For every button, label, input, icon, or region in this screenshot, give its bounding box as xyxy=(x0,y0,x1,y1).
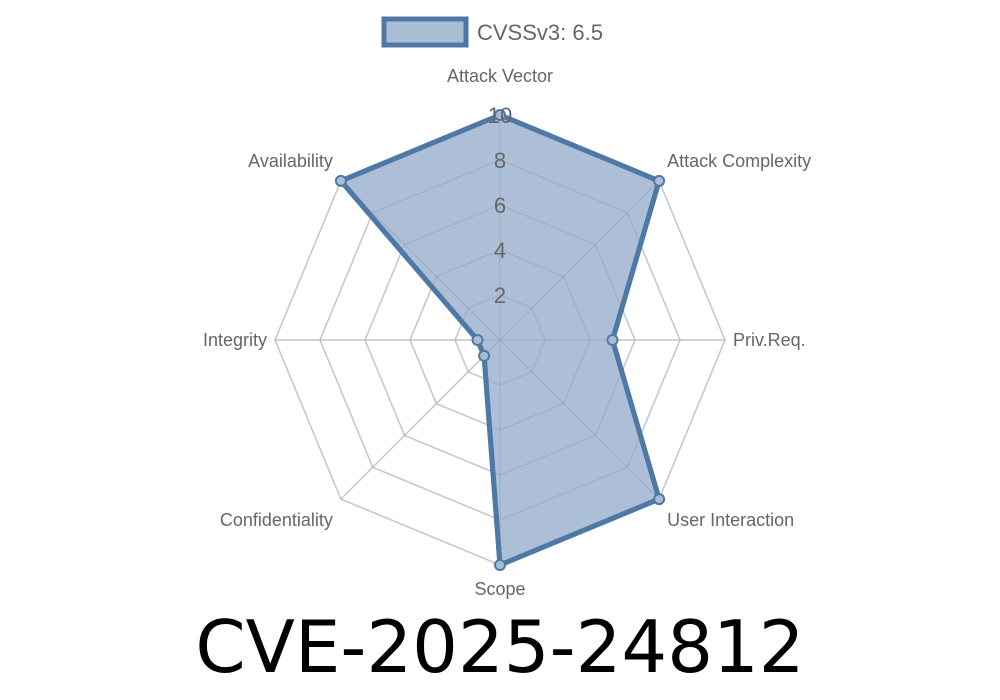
grid-spoke-overlay xyxy=(340,180,501,341)
axis-label: Attack Vector xyxy=(447,66,553,86)
data-point xyxy=(478,349,491,362)
grid-spoke xyxy=(340,339,501,500)
data-point xyxy=(471,334,484,346)
axis-label: Confidentiality xyxy=(220,510,333,530)
data-point xyxy=(606,334,619,346)
data-point xyxy=(494,109,506,121)
legend-label: CVSSv3: 6.5 xyxy=(477,20,603,45)
chart-title: CVE-2025-24812 xyxy=(195,605,805,689)
axis-label: Integrity xyxy=(203,330,267,350)
grid-ring-overlay xyxy=(364,204,636,476)
axis-label: Priv.Req. xyxy=(733,330,806,350)
data-point xyxy=(334,174,347,187)
tick-label: 8 xyxy=(494,148,506,173)
data-point xyxy=(494,559,506,571)
tick-label: 2 xyxy=(494,283,506,308)
grid-spoke-overlay xyxy=(340,339,501,500)
tick-label: 6 xyxy=(494,193,506,218)
legend-swatch xyxy=(381,16,469,48)
data-point xyxy=(653,493,666,506)
axis-label: Attack Complexity xyxy=(667,151,811,171)
axis-label: User Interaction xyxy=(667,510,794,530)
grid-ring-overlay xyxy=(319,159,681,521)
axis-label: Availability xyxy=(248,151,333,171)
axis-label: Scope xyxy=(474,579,525,599)
grid-spoke-overlay xyxy=(499,339,660,500)
grid-ring-overlay xyxy=(454,294,546,386)
tick-label: 10 xyxy=(488,103,512,128)
data-point xyxy=(653,174,666,187)
tick-label: 4 xyxy=(494,238,506,263)
grid-ring-overlay xyxy=(409,249,591,431)
grid-spoke-overlay xyxy=(499,180,660,341)
